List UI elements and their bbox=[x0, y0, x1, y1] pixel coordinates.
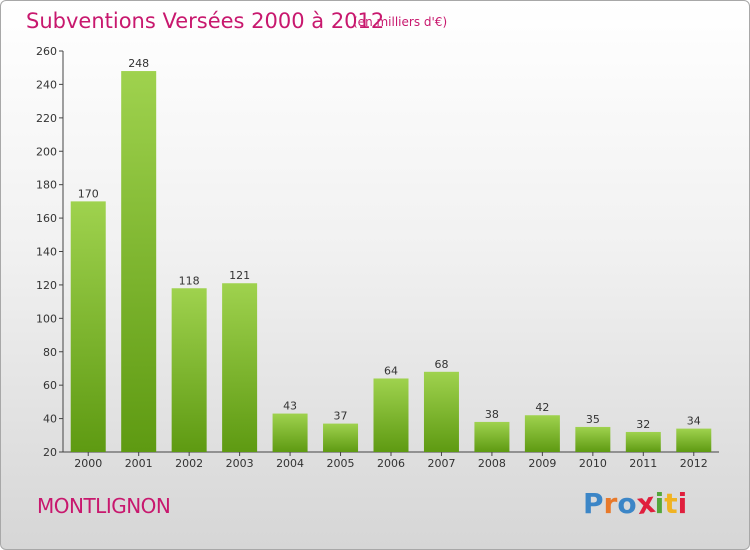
y-tick-label: 160 bbox=[36, 212, 57, 225]
y-tick-label: 200 bbox=[36, 145, 57, 158]
y-tick-label: 260 bbox=[36, 45, 57, 58]
bar-2007 bbox=[423, 371, 459, 452]
y-tick-label: 20 bbox=[43, 446, 57, 459]
bar-2000 bbox=[70, 201, 106, 452]
bar-value-label: 68 bbox=[434, 358, 448, 371]
unit-note: (en milliers d'€) bbox=[353, 15, 448, 29]
y-tick-label: 40 bbox=[43, 413, 57, 426]
bar-value-label: 35 bbox=[586, 413, 600, 426]
x-tick-label: 2011 bbox=[629, 457, 657, 470]
y-tick-label: 220 bbox=[36, 112, 57, 125]
bar-value-label: 37 bbox=[334, 410, 348, 423]
y-tick-label: 80 bbox=[43, 346, 57, 359]
x-tick-label: 2006 bbox=[377, 457, 405, 470]
bar-2002 bbox=[171, 288, 207, 452]
x-tick-label: 2000 bbox=[74, 457, 102, 470]
bar-2012 bbox=[676, 428, 712, 452]
bar-value-label: 42 bbox=[535, 401, 549, 414]
logo-letter: i bbox=[677, 487, 688, 520]
x-tick-label: 2008 bbox=[478, 457, 506, 470]
x-tick-label: 2009 bbox=[528, 457, 556, 470]
logo-letter: x bbox=[634, 485, 657, 522]
bar-value-label: 121 bbox=[229, 269, 250, 282]
x-tick-label: 2005 bbox=[327, 457, 355, 470]
bar-2010 bbox=[575, 426, 611, 452]
x-tick-label: 2001 bbox=[125, 457, 153, 470]
y-tick-label: 240 bbox=[36, 78, 57, 91]
chart-title: Subventions Versées 2000 à 2012 bbox=[26, 9, 385, 33]
bar-2009 bbox=[524, 415, 560, 452]
bar-value-label: 32 bbox=[636, 418, 650, 431]
x-tick-label: 2003 bbox=[226, 457, 254, 470]
bar-value-label: 38 bbox=[485, 408, 499, 421]
logo-letter: t bbox=[664, 487, 678, 520]
bar-2006 bbox=[373, 378, 409, 452]
y-tick-label: 100 bbox=[36, 312, 57, 325]
x-tick-label: 2012 bbox=[680, 457, 708, 470]
bar-value-label: 118 bbox=[179, 274, 200, 287]
bar-2005 bbox=[323, 423, 359, 452]
x-tick-label: 2007 bbox=[427, 457, 455, 470]
bar-value-label: 34 bbox=[687, 415, 701, 428]
logo-letter: P bbox=[583, 487, 604, 520]
logo-letter: r bbox=[603, 487, 618, 520]
proxiti-logo: Proxiti bbox=[583, 485, 688, 522]
bar-2008 bbox=[474, 421, 510, 452]
y-tick-label: 60 bbox=[43, 379, 57, 392]
bar-2011 bbox=[625, 431, 661, 452]
commune-name: MONTLIGNON bbox=[37, 494, 171, 518]
bar-2003 bbox=[222, 283, 258, 452]
bar-value-label: 64 bbox=[384, 364, 398, 377]
y-tick-label: 180 bbox=[36, 179, 57, 192]
bar-2004 bbox=[272, 413, 308, 452]
bar-value-label: 170 bbox=[78, 187, 99, 200]
x-tick-label: 2002 bbox=[175, 457, 203, 470]
y-tick-label: 120 bbox=[36, 279, 57, 292]
x-tick-label: 2004 bbox=[276, 457, 304, 470]
bar-2001 bbox=[121, 71, 157, 453]
y-tick-label: 140 bbox=[36, 246, 57, 259]
logo-letter: o bbox=[617, 487, 637, 520]
bar-value-label: 43 bbox=[283, 400, 297, 413]
bar-value-label: 248 bbox=[128, 57, 149, 70]
x-tick-label: 2010 bbox=[579, 457, 607, 470]
logo-letter: i bbox=[654, 487, 665, 520]
